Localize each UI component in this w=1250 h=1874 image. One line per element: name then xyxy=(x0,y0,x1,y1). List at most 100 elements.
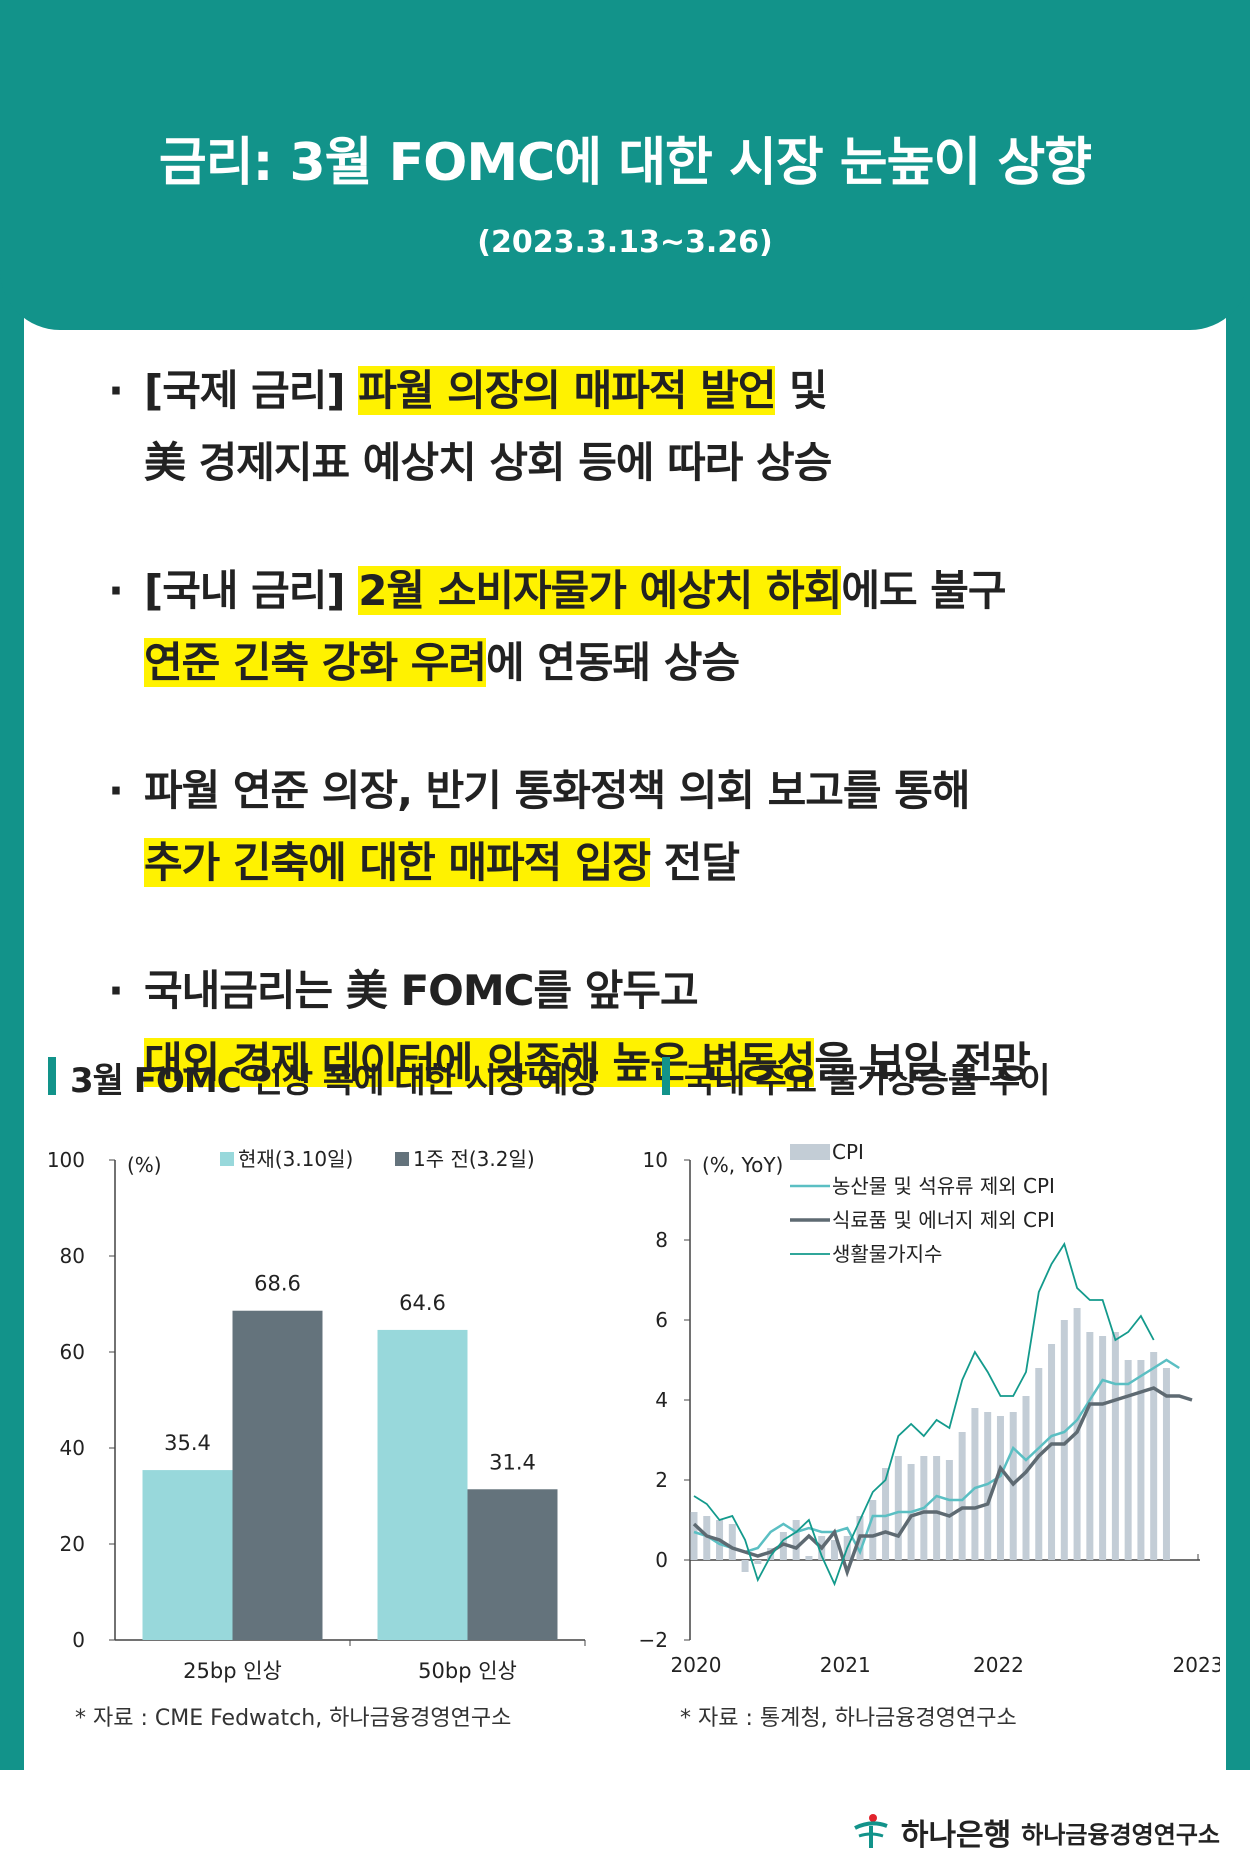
hana-logo-icon xyxy=(853,1814,888,1848)
y-tick-label: 4 xyxy=(655,1388,668,1412)
cpi-bar xyxy=(869,1500,877,1560)
x-tick-label: 50bp 인상 xyxy=(418,1659,517,1683)
cpi-bar xyxy=(894,1456,902,1560)
cpi-bar xyxy=(1048,1344,1056,1560)
bullet-text: 에도 불구 xyxy=(841,566,1006,615)
bullet-text: 을 보일 전망 xyxy=(814,1038,1030,1087)
y-tick-label: 0 xyxy=(72,1628,85,1652)
legend-label: 식료품 및 에너지 제외 CPI xyxy=(832,1208,1055,1232)
series-line xyxy=(693,1241,1155,1587)
legend-label: 생활물가지수 xyxy=(832,1242,942,1266)
bullet-line: 추가 긴축에 대한 매파적 입장 전달 xyxy=(108,827,1188,899)
cpi-bar xyxy=(882,1468,890,1560)
highlighted-text: 대외 경제 데이터에 의존해 높은 변동성 xyxy=(144,1038,815,1087)
logo: 하나은행 하나금융경영연구소 xyxy=(851,1810,1220,1854)
bullet-text: 파월 연준 의장, 반기 통화정책 의회 보고를 통해 xyxy=(144,766,970,815)
cpi-bar xyxy=(1150,1352,1158,1560)
cpi-trend-chart: −2 0 2 4 6 8 10 (%, YoY) 2020 2021 2022 2023 CPI 농산물 … xyxy=(639,1140,1220,1677)
bullet-text: [국내 금리] xyxy=(144,566,359,615)
cpi-bar xyxy=(1035,1368,1043,1560)
x-tick-label: 2023 xyxy=(1173,1653,1220,1677)
bar-value-label: 64.6 xyxy=(399,1291,446,1315)
bullet-line: 대외 경제 데이터에 의존해 높은 변동성을 보일 전망 xyxy=(108,1027,1188,1099)
x-tick-label: 25bp 인상 xyxy=(183,1659,282,1683)
bullet-line: [국제 금리] 파월 의장의 매파적 발언 및 xyxy=(108,355,1188,427)
header-banner xyxy=(0,0,1250,330)
highlighted-text: 연준 긴축 강화 우려 xyxy=(144,638,487,687)
legend-label: 1주 전(3.2일) xyxy=(413,1147,535,1171)
cpi-bar xyxy=(830,1540,838,1560)
page-subtitle: (2023.3.13~3.26) xyxy=(477,225,773,260)
cpi-bar xyxy=(690,1512,698,1560)
bullet-marker: · xyxy=(108,966,124,1015)
cpi-bar xyxy=(1111,1332,1119,1560)
highlighted-text: 파월 의장의 매파적 발언 xyxy=(358,366,776,415)
cpi-bar xyxy=(945,1460,953,1560)
bank-name: 하나은행 xyxy=(900,1818,1012,1853)
cpi-bar xyxy=(792,1520,800,1560)
y-tick-label: 60 xyxy=(60,1340,85,1364)
fomc-bar-chart: 0 20 40 60 80 100 (%) 35.4 68.6 25bp 인상 64.6 31.4 50… xyxy=(47,1147,586,1683)
footer-bar xyxy=(0,1770,1250,1874)
cpi-bar xyxy=(767,1548,775,1560)
y-tick-label: 10 xyxy=(643,1148,668,1172)
legend-swatch xyxy=(790,1144,830,1160)
bullet-item: · [국내 금리] 2월 소비자물가 예상치 하회에도 불구 연준 긴축 강화 우려… xyxy=(108,555,1188,699)
institute-name: 하나금융경영연구소 xyxy=(1021,1820,1220,1849)
y-tick-label: 100 xyxy=(47,1148,85,1172)
cpi-bar xyxy=(933,1456,941,1560)
cpi-bar xyxy=(996,1416,1004,1560)
bullet-line: 파월 연준 의장, 반기 통화정책 의회 보고를 통해 xyxy=(108,755,1188,827)
bar xyxy=(142,1470,233,1640)
y-tick-label: 6 xyxy=(655,1308,668,1332)
bar xyxy=(467,1489,558,1640)
cpi-bar xyxy=(958,1432,966,1560)
bullet-text: 에 연동돼 상승 xyxy=(486,638,740,687)
y-tick-label: 40 xyxy=(60,1436,85,1460)
left-chart-source: * 자료 : CME Fedwatch, 하나금융경영연구소 xyxy=(75,1706,512,1731)
bullet-marker: · xyxy=(108,566,124,615)
cpi-bar xyxy=(984,1412,992,1560)
bullet-line: 美 경제지표 예상치 상회 등에 따라 상승 xyxy=(108,427,1188,499)
y-tick-label: 0 xyxy=(655,1548,668,1572)
cpi-bar xyxy=(1022,1396,1030,1560)
y-axis-unit: (%) xyxy=(127,1153,162,1177)
y-tick-label: 20 xyxy=(60,1532,85,1556)
highlighted-text: 추가 긴축에 대한 매파적 입장 xyxy=(144,838,651,887)
bar xyxy=(232,1310,323,1640)
x-tick-label: 2022 xyxy=(973,1653,1024,1677)
cpi-bar xyxy=(703,1516,711,1560)
y-tick-label: 8 xyxy=(655,1228,668,1252)
cpi-bar xyxy=(728,1524,736,1560)
cpi-bar xyxy=(1099,1336,1107,1560)
cpi-bar xyxy=(754,1560,762,1564)
bar xyxy=(377,1329,468,1640)
bullet-line: 국내금리는 美 FOMC를 앞두고 xyxy=(108,955,1188,1027)
cpi-bar xyxy=(1137,1360,1145,1560)
bar-value-label: 68.6 xyxy=(254,1272,301,1296)
x-tick-label: 2021 xyxy=(820,1653,871,1677)
y-tick-label: 2 xyxy=(655,1468,668,1492)
bullet-line: [국내 금리] 2월 소비자물가 예상치 하회에도 불구 xyxy=(108,555,1188,627)
bar-value-label: 31.4 xyxy=(489,1450,536,1474)
bullet-text: 국내금리는 美 FOMC를 앞두고 xyxy=(144,966,699,1015)
cpi-bar xyxy=(1060,1320,1068,1560)
bullet-text: 및 xyxy=(775,366,828,415)
bullet-marker: · xyxy=(108,766,124,815)
legend-label: 농산물 및 석유류 제외 CPI xyxy=(832,1174,1055,1198)
bullet-text: [국제 금리] xyxy=(144,366,359,415)
left-chart-title: 3월 FOMC 인상 폭에 대한 시장 예상 xyxy=(48,1053,599,1102)
cpi-bar xyxy=(1124,1360,1132,1560)
y-tick-label: −2 xyxy=(639,1628,668,1652)
cpi-bar xyxy=(741,1560,749,1572)
cpi-bar xyxy=(805,1556,813,1560)
y-tick-label: 80 xyxy=(60,1244,85,1268)
highlighted-text: 2월 소비자물가 예상치 하회 xyxy=(358,566,842,615)
cpi-bar xyxy=(1162,1368,1170,1560)
cpi-bar xyxy=(971,1408,979,1560)
bar-value-label: 35.4 xyxy=(164,1431,211,1455)
